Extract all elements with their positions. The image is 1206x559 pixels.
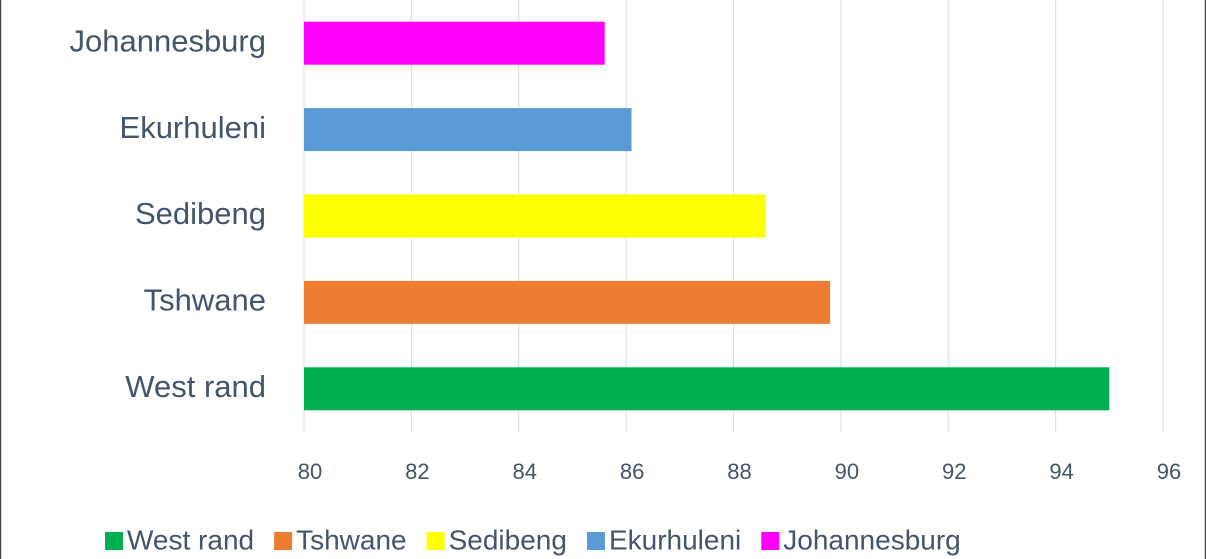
y-tick-label: Ekurhuleni bbox=[120, 110, 266, 145]
legend-swatch bbox=[274, 532, 293, 550]
bar bbox=[304, 194, 766, 238]
legend-swatch bbox=[105, 532, 123, 550]
x-tick-label: 88 bbox=[727, 459, 751, 484]
x-tick-label: 84 bbox=[513, 459, 537, 484]
x-tick-label: 94 bbox=[1049, 459, 1073, 484]
legend-label: Sedibeng bbox=[449, 524, 567, 555]
x-tick-label: 86 bbox=[620, 459, 644, 484]
x-tick-label: 90 bbox=[835, 459, 859, 484]
bar bbox=[304, 108, 632, 152]
x-tick-label: 82 bbox=[405, 459, 429, 484]
y-tick-label: Sedibeng bbox=[135, 196, 266, 231]
bar bbox=[304, 367, 1110, 411]
y-tick-label: West rand bbox=[125, 369, 266, 404]
legend-label: Ekurhuleni bbox=[609, 524, 741, 555]
legend-swatch bbox=[761, 532, 780, 550]
y-tick-label: Tshwane bbox=[144, 283, 266, 318]
legend-label: Johannesburg bbox=[783, 524, 960, 555]
bar bbox=[304, 280, 831, 324]
legend-swatch bbox=[586, 532, 605, 550]
x-tick-label: 96 bbox=[1157, 459, 1181, 484]
legend-swatch bbox=[426, 532, 445, 550]
legend-label: Tshwane bbox=[296, 524, 407, 555]
y-tick-label: Johannesburg bbox=[70, 23, 267, 58]
bar bbox=[304, 21, 605, 65]
x-tick-label: 92 bbox=[942, 459, 966, 484]
x-tick-label: 80 bbox=[298, 459, 322, 484]
legend-label: West rand bbox=[127, 524, 254, 555]
